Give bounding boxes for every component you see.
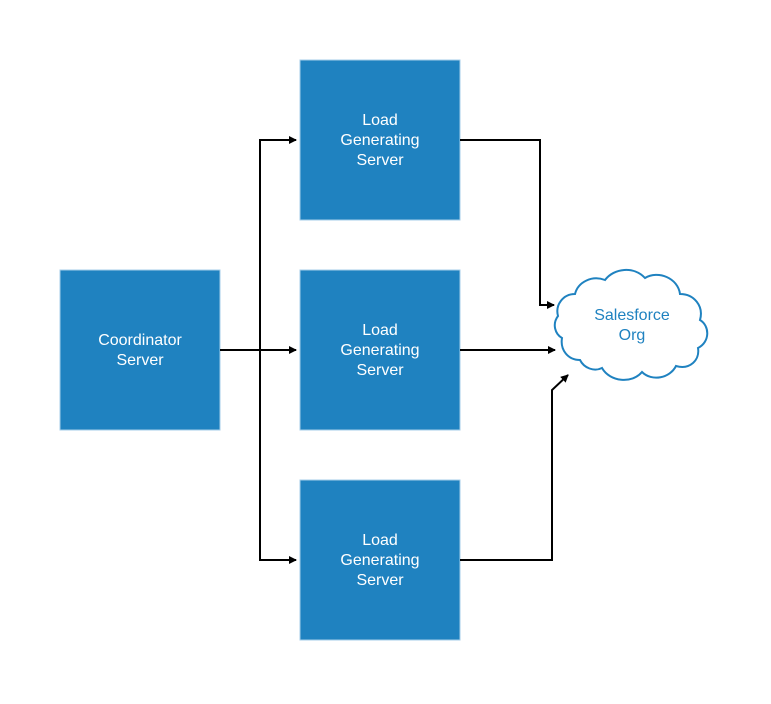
cloud-label-1: Salesforce bbox=[594, 307, 670, 324]
load-server-2-node: Load Generating Server bbox=[300, 270, 460, 430]
load-server-3-node: Load Generating Server bbox=[300, 480, 460, 640]
load1-label-1: Load bbox=[362, 112, 398, 129]
svg-text:Server: Server bbox=[356, 572, 404, 589]
load3-label-3: Server bbox=[356, 572, 404, 589]
svg-text:Org: Org bbox=[619, 327, 646, 344]
svg-text:Server: Server bbox=[356, 362, 404, 379]
coordinator-label-2: Server bbox=[116, 352, 164, 369]
svg-text:Load: Load bbox=[362, 112, 398, 129]
load3-label-2: Generating bbox=[340, 552, 419, 569]
coordinator-node: Coordinator Server bbox=[60, 270, 220, 430]
salesforce-cloud-node: Salesforce Org bbox=[555, 270, 707, 380]
load2-label-2: Generating bbox=[340, 342, 419, 359]
edge-coord-to-load1 bbox=[220, 140, 296, 350]
svg-text:Load: Load bbox=[362, 532, 398, 549]
load3-label-1: Load bbox=[362, 532, 398, 549]
svg-text:Server: Server bbox=[116, 352, 164, 369]
svg-text:Load: Load bbox=[362, 322, 398, 339]
svg-text:Generating: Generating bbox=[340, 342, 419, 359]
load1-label-2: Generating bbox=[340, 132, 419, 149]
edge-coord-to-load3 bbox=[220, 350, 296, 560]
edge-load3-to-cloud bbox=[460, 375, 568, 560]
svg-text:Generating: Generating bbox=[340, 132, 419, 149]
architecture-diagram: Coordinator Server Load Generating Serve… bbox=[0, 0, 771, 704]
load-server-1-node: Load Generating Server bbox=[300, 60, 460, 220]
svg-text:Coordinator: Coordinator bbox=[98, 332, 182, 349]
svg-text:Server: Server bbox=[356, 152, 404, 169]
load1-label-3: Server bbox=[356, 152, 404, 169]
svg-text:Generating: Generating bbox=[340, 552, 419, 569]
coordinator-label-1: Coordinator bbox=[98, 332, 182, 349]
cloud-label-2: Org bbox=[619, 327, 646, 344]
load2-label-1: Load bbox=[362, 322, 398, 339]
load2-label-3: Server bbox=[356, 362, 404, 379]
svg-text:Salesforce: Salesforce bbox=[594, 307, 670, 324]
edge-load1-to-cloud bbox=[460, 140, 554, 305]
